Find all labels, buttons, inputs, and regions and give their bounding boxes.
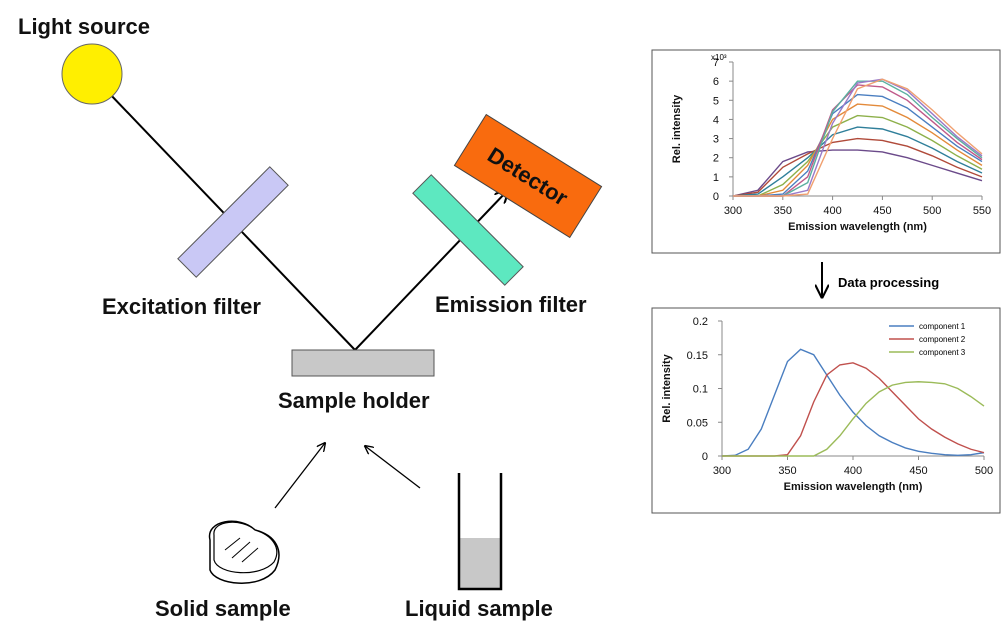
y-tick-label: 1 xyxy=(713,172,719,184)
y-tick-label: 0.2 xyxy=(693,316,708,328)
sample-holder-icon xyxy=(292,350,434,376)
x-axis-label: Emission wavelength (nm) xyxy=(784,481,923,493)
x-tick-label: 500 xyxy=(923,205,941,217)
legend-label: component 1 xyxy=(919,322,966,331)
x-tick-label: 400 xyxy=(844,465,862,477)
y-tick-label: 2 xyxy=(713,153,719,165)
solid-sample-inner xyxy=(214,522,277,572)
solid-sample-icon xyxy=(210,521,279,583)
y-tick-label: 0.05 xyxy=(687,417,708,429)
sample-holder-label: Sample holder xyxy=(278,388,430,413)
x-tick-label: 400 xyxy=(823,205,841,217)
y-tick-label: 0.15 xyxy=(687,350,708,362)
page: Detector Light source Excitation filter … xyxy=(0,0,1008,622)
y-axis-label: Rel. intensity xyxy=(671,94,683,163)
x-axis-label: Emission wavelength (nm) xyxy=(788,221,927,233)
legend-label: component 2 xyxy=(919,335,966,344)
x-tick-label: 300 xyxy=(724,205,742,217)
legend-label: component 3 xyxy=(919,348,966,357)
y-tick-label: 0 xyxy=(713,191,719,203)
y-tick-label: 3 xyxy=(713,134,719,146)
excitation-filter-label: Excitation filter xyxy=(102,294,261,319)
x-tick-label: 350 xyxy=(774,205,792,217)
x-tick-label: 450 xyxy=(909,465,927,477)
light-source-label: Light source xyxy=(18,14,150,39)
x-tick-label: 350 xyxy=(778,465,796,477)
y-tick-label: 4 xyxy=(713,114,719,126)
liquid-arrow xyxy=(365,446,420,488)
y-tick-label: 0 xyxy=(702,451,708,463)
emission-filter-label: Emission filter xyxy=(435,292,587,317)
y-axis-label: Rel. intensity xyxy=(661,353,673,422)
liquid-sample-icon xyxy=(459,473,501,589)
data-processing-label: Data processing xyxy=(838,275,939,290)
solid-sample-label: Solid sample xyxy=(155,596,291,621)
detector-box: Detector xyxy=(454,115,601,238)
y-tick-label: 5 xyxy=(713,95,719,107)
x-tick-label: 500 xyxy=(975,465,993,477)
y-tick-label: 6 xyxy=(713,76,719,88)
liquid-sample-label: Liquid sample xyxy=(405,596,553,621)
x-tick-label: 300 xyxy=(713,465,731,477)
solid-arrow xyxy=(275,443,325,508)
y-unit: x10³ xyxy=(711,53,727,62)
light-source-icon xyxy=(62,44,122,104)
y-tick-label: 0.1 xyxy=(693,384,708,396)
emission-path xyxy=(355,190,508,350)
x-tick-label: 550 xyxy=(973,205,991,217)
liquid xyxy=(460,538,500,588)
x-tick-label: 450 xyxy=(873,205,891,217)
